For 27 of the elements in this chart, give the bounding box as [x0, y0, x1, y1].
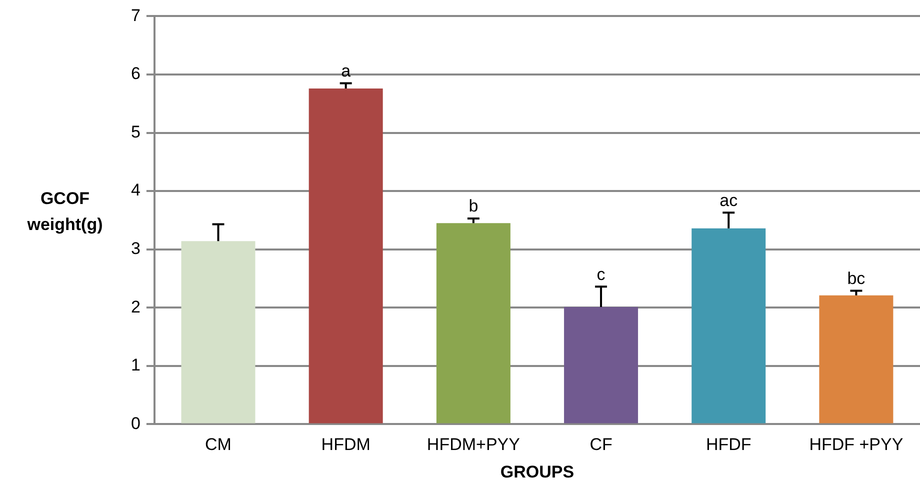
x-tick-label: HFDM — [321, 435, 370, 454]
annotation: ac — [720, 190, 738, 210]
y-tick-label: 2 — [130, 297, 140, 316]
x-tick-label: HFDF +PYY — [809, 435, 904, 454]
x-tick-label: HFDM+PYY — [426, 435, 520, 454]
bar — [564, 307, 638, 424]
y-tick-label: 7 — [130, 6, 140, 25]
y-tick-label: 6 — [130, 64, 140, 84]
x-tick-label: CM — [205, 435, 232, 454]
annotation: a — [341, 61, 352, 80]
y-tick-label: 5 — [130, 122, 140, 142]
y-axis-title: GCOF weight(g) — [26, 188, 104, 236]
annotation: b — [468, 196, 478, 216]
bar — [692, 228, 766, 424]
annotation: c — [596, 264, 606, 284]
x-tick-label: HFDF — [706, 435, 752, 454]
x-axis-title: GROUPS — [500, 462, 574, 482]
x-tick-label: CF — [590, 435, 612, 454]
bar — [436, 223, 510, 424]
annotation: bc — [847, 268, 866, 288]
bar — [819, 295, 894, 424]
bar — [181, 241, 256, 424]
y-tick-label: 1 — [130, 356, 140, 375]
y-tick-label: 0 — [130, 414, 140, 433]
y-tick-label: 4 — [130, 180, 140, 200]
y-tick-label: 3 — [130, 239, 140, 258]
bar — [308, 88, 383, 424]
